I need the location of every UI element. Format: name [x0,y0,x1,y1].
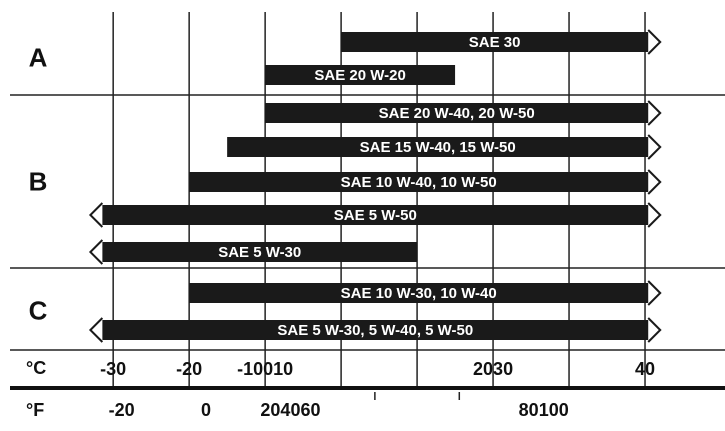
x2-tick-label: 204060 [260,400,320,420]
x2-tick-label: 80100 [519,400,569,420]
bar-label: SAE 10 W-30, 10 W-40 [341,285,497,302]
arrow-head [647,280,662,306]
group-label: A [29,42,48,72]
x-tick-label: -20 [176,359,202,379]
arrow-head [647,169,662,195]
arrow-head [647,100,662,126]
bar [189,283,649,303]
x2-tick-label: -20 [109,400,135,420]
bar [102,205,649,225]
celsius-unit: °C [26,358,46,378]
arrow-head [88,317,104,343]
bar-label: SAE 20 W-40, 20 W-50 [379,105,535,122]
arrow-head [88,202,104,228]
x-tick-label: 2030 [473,359,513,379]
bar [227,137,649,157]
arrow-head [88,239,104,265]
bar-label: SAE 15 W-40, 15 W-50 [360,139,516,156]
bar-label: SAE 20 W-20 [314,67,405,84]
arrow-head [647,134,662,160]
bar-label: SAE 5 W-30, 5 W-40, 5 W-50 [277,322,473,339]
bar-label: SAE 5 W-50 [334,207,417,224]
bar [189,172,649,192]
x-tick-label: 40 [635,359,655,379]
group-label: C [29,295,48,325]
bar [102,242,418,262]
x-tick-label: -10010 [237,359,293,379]
arrow-head [647,317,662,343]
bar [265,103,649,123]
x-tick-label: -30 [100,359,126,379]
bar-label: SAE 10 W-40, 10 W-50 [341,174,497,191]
bar-label: SAE 30 [469,34,521,51]
group-label: B [29,166,48,196]
bar [265,65,456,85]
arrow-head [647,29,662,55]
x2-tick-label: 0 [201,400,211,420]
bar [341,32,649,52]
bar-label: SAE 5 W-30 [218,244,301,261]
arrow-head [647,202,662,228]
bar [102,320,649,340]
fahrenheit-unit: °F [26,400,44,420]
